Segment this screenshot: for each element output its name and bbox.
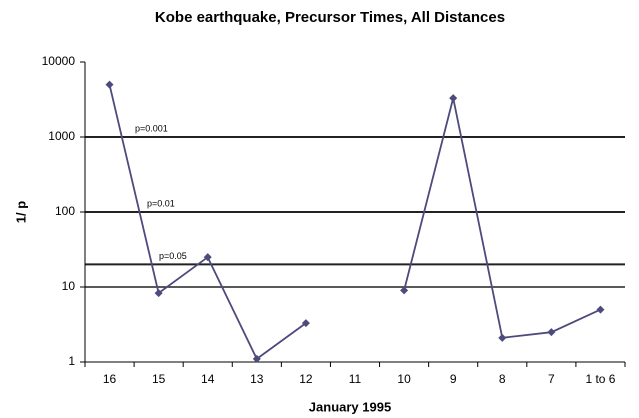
x-tick-label: 10 <box>397 372 411 386</box>
x-tick-label: 9 <box>450 372 457 386</box>
y-axis-label: 1/ p <box>13 201 28 223</box>
reference-label: p=0.01 <box>147 198 175 208</box>
data-point <box>105 80 114 89</box>
data-point <box>400 286 409 295</box>
y-tick-label: 1000 <box>48 129 75 143</box>
data-line <box>108 84 601 361</box>
y-tick-label: 10000 <box>42 54 76 68</box>
x-tick-label: 8 <box>499 372 506 386</box>
data-point <box>547 328 556 337</box>
data-point <box>203 253 212 262</box>
data-point <box>252 354 261 363</box>
reference-label: p=0.001 <box>135 123 168 133</box>
data-point <box>449 94 458 103</box>
x-tick-label: 15 <box>152 372 166 386</box>
x-tick-label: 1 to 6 <box>585 372 615 386</box>
x-tick-label: 13 <box>250 372 264 386</box>
x-axis-label: January 1995 <box>309 399 391 414</box>
y-tick-label: 1 <box>68 354 75 368</box>
data-point <box>301 319 310 328</box>
data-point <box>498 333 507 342</box>
chart-title: Kobe earthquake, Precursor Times, All Di… <box>155 9 505 26</box>
x-tick-label: 14 <box>201 372 215 386</box>
x-tick-label: 16 <box>103 372 117 386</box>
y-tick-label: 100 <box>55 204 75 218</box>
x-tick-label: 7 <box>548 372 555 386</box>
x-tick-label: 12 <box>299 372 313 386</box>
data-point <box>596 305 605 314</box>
x-tick-label: 11 <box>349 372 362 386</box>
y-tick-label: 10 <box>62 279 76 293</box>
data-point <box>154 289 163 298</box>
reference-label: p=0.05 <box>159 251 187 261</box>
